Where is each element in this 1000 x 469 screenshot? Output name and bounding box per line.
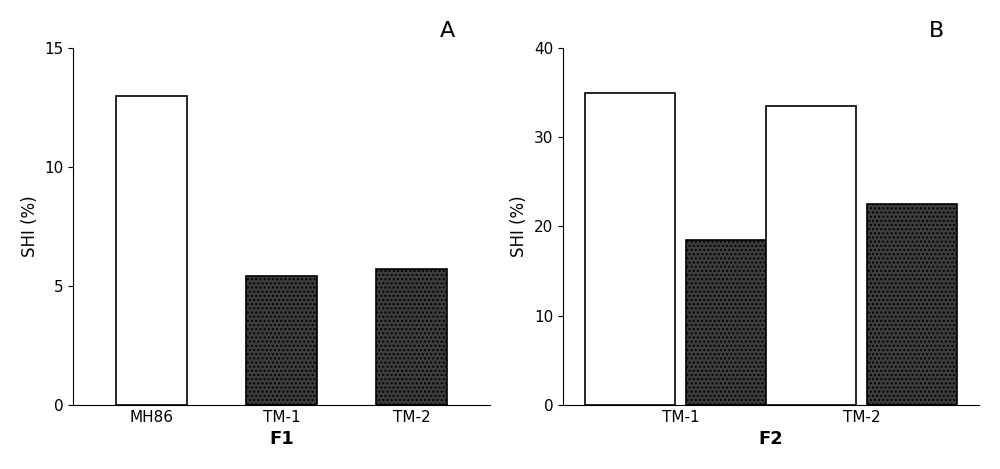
X-axis label: F2: F2: [759, 430, 783, 448]
Bar: [867, 204, 957, 405]
Y-axis label: SHI (%): SHI (%): [510, 196, 528, 257]
Bar: [686, 240, 776, 405]
Text: A: A: [440, 21, 455, 41]
Bar: [585, 93, 675, 405]
Bar: [116, 96, 187, 405]
X-axis label: F1: F1: [269, 430, 294, 448]
Y-axis label: SHI (%): SHI (%): [21, 196, 39, 257]
Bar: [246, 276, 317, 405]
Bar: [376, 269, 447, 405]
Bar: [766, 106, 856, 405]
Text: B: B: [929, 21, 944, 41]
